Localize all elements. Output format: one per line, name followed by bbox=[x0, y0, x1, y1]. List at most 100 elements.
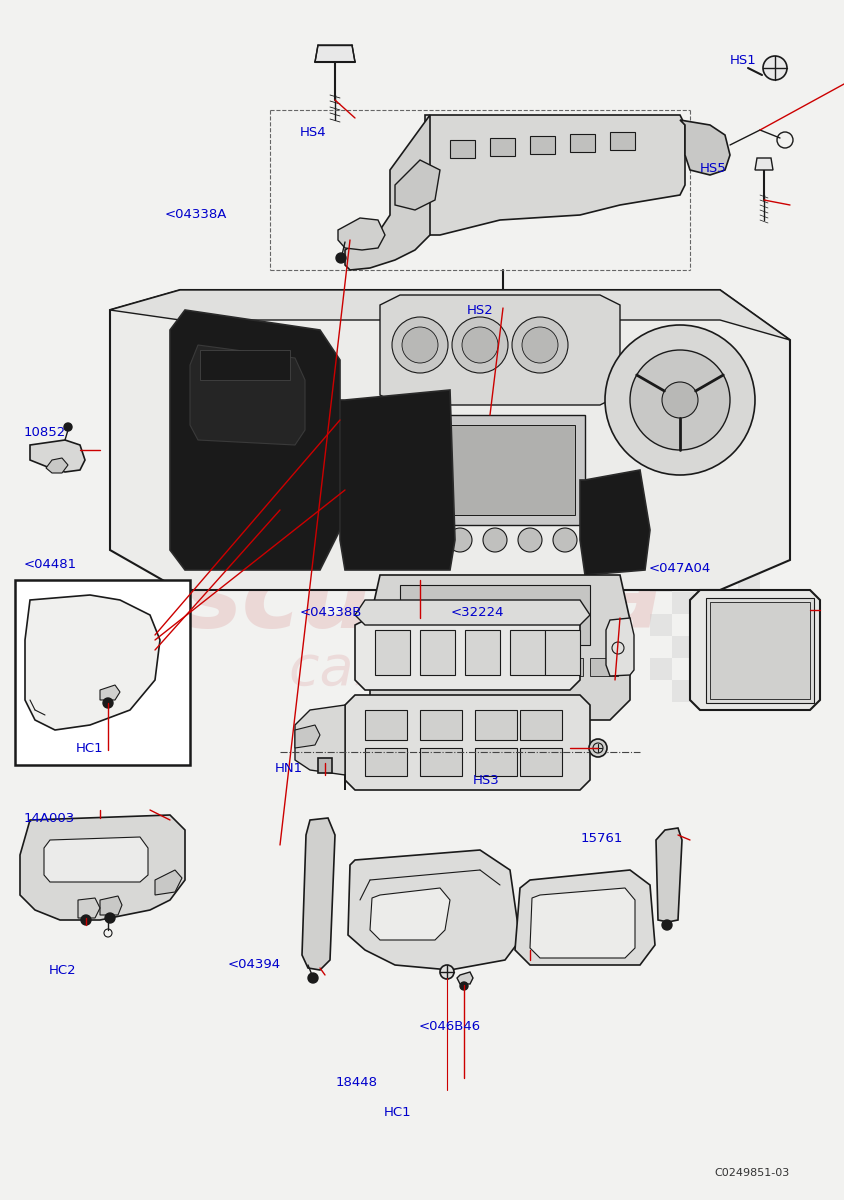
Polygon shape bbox=[100, 896, 122, 914]
Circle shape bbox=[483, 528, 507, 552]
Polygon shape bbox=[690, 590, 820, 710]
Circle shape bbox=[440, 965, 454, 979]
Circle shape bbox=[460, 982, 468, 990]
Text: <04338B: <04338B bbox=[300, 606, 362, 618]
Bar bbox=[420, 748, 462, 776]
Circle shape bbox=[553, 528, 577, 552]
Bar bbox=[490, 138, 515, 156]
Polygon shape bbox=[680, 120, 730, 175]
Text: HS2: HS2 bbox=[467, 304, 494, 317]
Polygon shape bbox=[355, 614, 580, 690]
Polygon shape bbox=[755, 158, 773, 170]
Bar bbox=[400, 584, 590, 646]
Text: 15761: 15761 bbox=[581, 832, 624, 845]
Polygon shape bbox=[155, 870, 182, 895]
Bar bbox=[716, 592, 738, 614]
Text: HS3: HS3 bbox=[473, 774, 500, 786]
Bar bbox=[716, 636, 738, 658]
Polygon shape bbox=[302, 818, 335, 970]
Bar bbox=[738, 658, 760, 680]
Bar bbox=[760, 592, 782, 614]
Polygon shape bbox=[380, 295, 620, 404]
Circle shape bbox=[402, 326, 438, 362]
Bar bbox=[738, 570, 760, 592]
Polygon shape bbox=[370, 888, 450, 940]
Circle shape bbox=[413, 528, 437, 552]
Circle shape bbox=[512, 317, 568, 373]
Bar bbox=[475, 710, 517, 740]
Polygon shape bbox=[457, 972, 473, 984]
Bar bbox=[694, 614, 716, 636]
Circle shape bbox=[605, 325, 755, 475]
Bar bbox=[672, 680, 694, 702]
Bar bbox=[545, 630, 580, 674]
Bar bbox=[465, 630, 500, 674]
Bar bbox=[694, 658, 716, 680]
Bar bbox=[475, 748, 517, 776]
Bar bbox=[760, 680, 782, 702]
Polygon shape bbox=[170, 310, 340, 570]
Polygon shape bbox=[190, 346, 305, 445]
Bar bbox=[570, 134, 595, 152]
Bar bbox=[650, 658, 672, 680]
Bar bbox=[450, 658, 478, 676]
Text: HS1: HS1 bbox=[730, 54, 757, 66]
Bar bbox=[672, 636, 694, 658]
Bar bbox=[710, 602, 810, 698]
Circle shape bbox=[105, 913, 115, 923]
Polygon shape bbox=[580, 470, 650, 575]
Polygon shape bbox=[315, 44, 355, 62]
Text: <046B46: <046B46 bbox=[419, 1020, 481, 1033]
Polygon shape bbox=[78, 898, 100, 918]
Circle shape bbox=[662, 920, 672, 930]
Text: HC1: HC1 bbox=[384, 1105, 412, 1118]
Bar bbox=[610, 132, 635, 150]
Text: HC2: HC2 bbox=[49, 964, 77, 977]
Polygon shape bbox=[355, 600, 590, 625]
Bar bbox=[510, 630, 545, 674]
Bar bbox=[530, 136, 555, 154]
Text: HS4: HS4 bbox=[300, 126, 327, 138]
Circle shape bbox=[490, 302, 516, 328]
Circle shape bbox=[763, 56, 787, 80]
Circle shape bbox=[448, 528, 472, 552]
Bar bbox=[694, 570, 716, 592]
Bar bbox=[520, 658, 548, 676]
Text: <04394: <04394 bbox=[228, 959, 281, 972]
Polygon shape bbox=[110, 290, 790, 340]
Bar bbox=[716, 680, 738, 702]
Polygon shape bbox=[100, 685, 120, 700]
Polygon shape bbox=[44, 838, 148, 882]
Polygon shape bbox=[425, 115, 685, 235]
Circle shape bbox=[81, 914, 91, 925]
Bar bbox=[425, 425, 575, 515]
Text: <32224: <32224 bbox=[451, 606, 505, 618]
Polygon shape bbox=[606, 618, 634, 676]
Bar bbox=[200, 350, 290, 380]
Bar bbox=[520, 748, 562, 776]
Circle shape bbox=[518, 528, 542, 552]
Polygon shape bbox=[348, 850, 520, 970]
Polygon shape bbox=[345, 695, 590, 790]
Bar bbox=[415, 658, 443, 676]
Circle shape bbox=[662, 382, 698, 418]
Polygon shape bbox=[318, 758, 332, 773]
Circle shape bbox=[462, 326, 498, 362]
Polygon shape bbox=[295, 725, 320, 748]
Circle shape bbox=[103, 698, 113, 708]
Text: HS5: HS5 bbox=[700, 162, 727, 174]
Bar bbox=[15, 580, 190, 766]
Bar bbox=[590, 658, 618, 676]
Polygon shape bbox=[656, 828, 682, 922]
Polygon shape bbox=[46, 458, 68, 473]
Text: 14A003: 14A003 bbox=[24, 811, 75, 824]
Text: HN1: HN1 bbox=[275, 762, 303, 774]
Bar bbox=[520, 710, 562, 740]
Circle shape bbox=[392, 317, 448, 373]
Polygon shape bbox=[340, 390, 455, 570]
Bar bbox=[650, 614, 672, 636]
Polygon shape bbox=[345, 115, 430, 270]
Circle shape bbox=[589, 739, 607, 757]
Polygon shape bbox=[395, 160, 440, 210]
Text: 18448: 18448 bbox=[336, 1075, 378, 1088]
